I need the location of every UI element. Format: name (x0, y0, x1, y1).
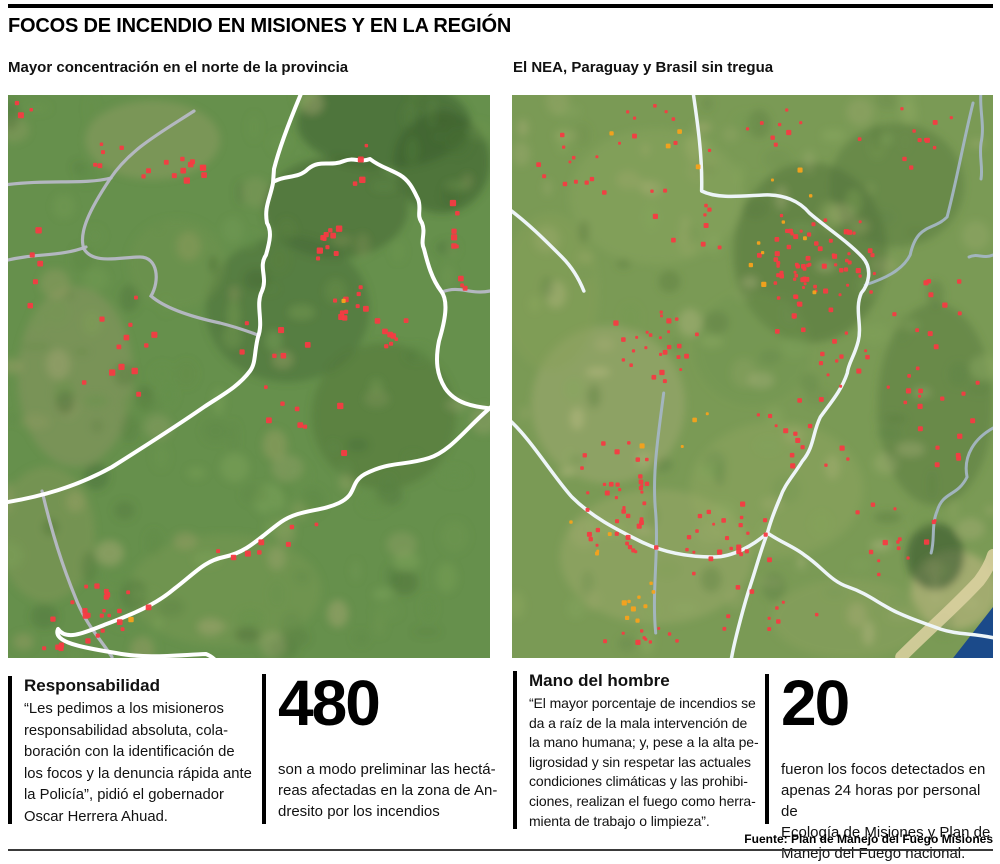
terrain-layer (8, 95, 490, 658)
stat-value-focos: 20 (781, 667, 850, 739)
source-credit: Fuente: Plan de Manejo del Fuego Misione… (744, 832, 993, 846)
stat-block-hectares: 480 son a modo preliminar las hectá- rea… (262, 667, 505, 824)
fire-dots-layer (14, 100, 468, 652)
stat-heading: Mano del hombre (529, 671, 670, 690)
left-map-subtitle: Mayor concentración en el norte de la pr… (8, 59, 349, 76)
right-map-subtitle: El NEA, Paraguay y Brasil sin tregua (513, 59, 774, 76)
bottom-rule (8, 849, 993, 851)
stat-body: “El mayor porcentaje de incendios se da … (529, 695, 759, 829)
top-rule (8, 4, 993, 8)
satellite-map-nea-region (512, 95, 993, 658)
satellite-map-misiones-province (8, 95, 490, 658)
stat-block-focos-24h: 20 fueron los focos detectados en apenas… (765, 667, 993, 862)
borders-rivers-layer (512, 95, 993, 658)
stat-body: “Les pedimos a los misioneros responsabi… (24, 701, 252, 825)
stat-heading: Responsabilidad (24, 676, 161, 695)
fire-dots-layer (536, 104, 980, 645)
stat-block-responsabilidad: Responsabilidad “Les pedimos a los misio… (8, 676, 258, 825)
stat-block-mano-del-hombre: Mano del hombre “El mayor porcentaje de … (513, 671, 759, 829)
page-title: FOCOS DE INCENDIO EN MISIONES Y EN LA RE… (8, 15, 512, 37)
stat-body: son a modo preliminar las hectá- reas af… (278, 761, 498, 820)
borders-rivers-layer (8, 95, 490, 658)
stat-value-hectares: 480 (278, 667, 381, 739)
